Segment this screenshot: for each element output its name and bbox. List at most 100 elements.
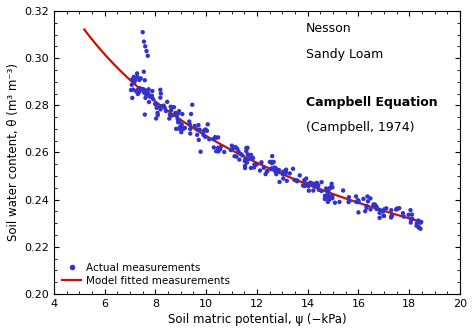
Point: [360, 196, 367, 201]
Point: [417, 220, 424, 225]
Point: [167, 104, 174, 109]
Point: [253, 162, 260, 167]
Point: [268, 161, 276, 166]
Point: [215, 149, 222, 154]
Point: [271, 165, 278, 170]
Point: [200, 133, 207, 138]
Point: [266, 160, 273, 165]
Point: [193, 132, 201, 138]
Point: [166, 112, 173, 118]
Point: [244, 152, 252, 157]
Point: [325, 188, 332, 194]
Point: [376, 207, 383, 212]
Point: [231, 154, 238, 159]
Point: [247, 152, 255, 158]
Point: [142, 95, 149, 101]
Text: Sandy Loam: Sandy Loam: [306, 48, 383, 61]
Point: [156, 87, 164, 92]
Point: [196, 127, 203, 133]
Point: [326, 186, 333, 191]
Point: [141, 44, 149, 49]
Point: [322, 186, 330, 191]
Point: [387, 215, 395, 220]
Point: [137, 76, 145, 81]
Point: [309, 181, 317, 186]
Point: [203, 128, 211, 134]
Point: [355, 210, 362, 215]
Point: [270, 159, 277, 165]
Point: [206, 137, 213, 142]
Point: [268, 154, 276, 159]
Point: [131, 78, 139, 83]
Point: [413, 223, 420, 228]
Point: [296, 173, 303, 178]
Point: [140, 69, 147, 74]
Point: [370, 203, 378, 209]
Point: [416, 219, 423, 224]
Point: [137, 86, 144, 91]
Point: [174, 120, 182, 125]
Point: [380, 213, 388, 218]
Point: [264, 168, 271, 174]
Point: [139, 87, 147, 92]
Point: [211, 135, 219, 140]
Point: [371, 202, 379, 207]
Point: [154, 110, 161, 116]
Point: [156, 104, 164, 110]
Point: [139, 30, 146, 35]
Point: [339, 188, 347, 193]
Point: [172, 110, 179, 116]
Point: [314, 183, 322, 188]
Point: [210, 137, 217, 142]
Point: [244, 145, 251, 151]
Point: [293, 178, 301, 183]
Point: [271, 168, 279, 173]
Point: [157, 104, 165, 109]
Point: [279, 169, 287, 174]
Point: [393, 206, 401, 211]
Point: [314, 182, 322, 188]
Point: [173, 113, 181, 119]
Point: [201, 128, 209, 133]
Point: [243, 145, 250, 151]
Point: [211, 136, 219, 141]
Point: [128, 95, 136, 101]
Point: [143, 92, 150, 97]
Point: [354, 197, 362, 203]
Point: [195, 123, 202, 128]
Point: [418, 219, 425, 224]
Point: [364, 198, 372, 204]
Point: [274, 169, 282, 174]
Point: [140, 90, 148, 96]
Point: [246, 156, 254, 162]
Point: [233, 146, 241, 151]
Point: [324, 199, 332, 204]
Point: [180, 126, 187, 132]
Point: [134, 87, 142, 92]
Point: [176, 124, 184, 130]
Point: [148, 93, 156, 99]
Point: [262, 171, 269, 177]
Point: [153, 105, 160, 111]
Point: [256, 168, 264, 173]
Point: [407, 207, 414, 213]
Point: [160, 103, 167, 108]
Point: [129, 87, 137, 92]
Point: [328, 193, 336, 198]
Point: [142, 91, 150, 97]
Point: [154, 112, 162, 118]
Point: [383, 206, 390, 211]
Point: [346, 198, 353, 204]
Point: [415, 225, 423, 230]
Point: [233, 154, 240, 159]
Point: [336, 199, 343, 204]
Point: [355, 199, 362, 205]
Point: [325, 187, 332, 192]
Point: [345, 199, 352, 205]
Point: [228, 143, 236, 148]
Point: [202, 127, 210, 132]
Point: [173, 126, 180, 132]
Point: [355, 198, 363, 204]
Point: [178, 122, 185, 127]
Point: [191, 123, 199, 129]
